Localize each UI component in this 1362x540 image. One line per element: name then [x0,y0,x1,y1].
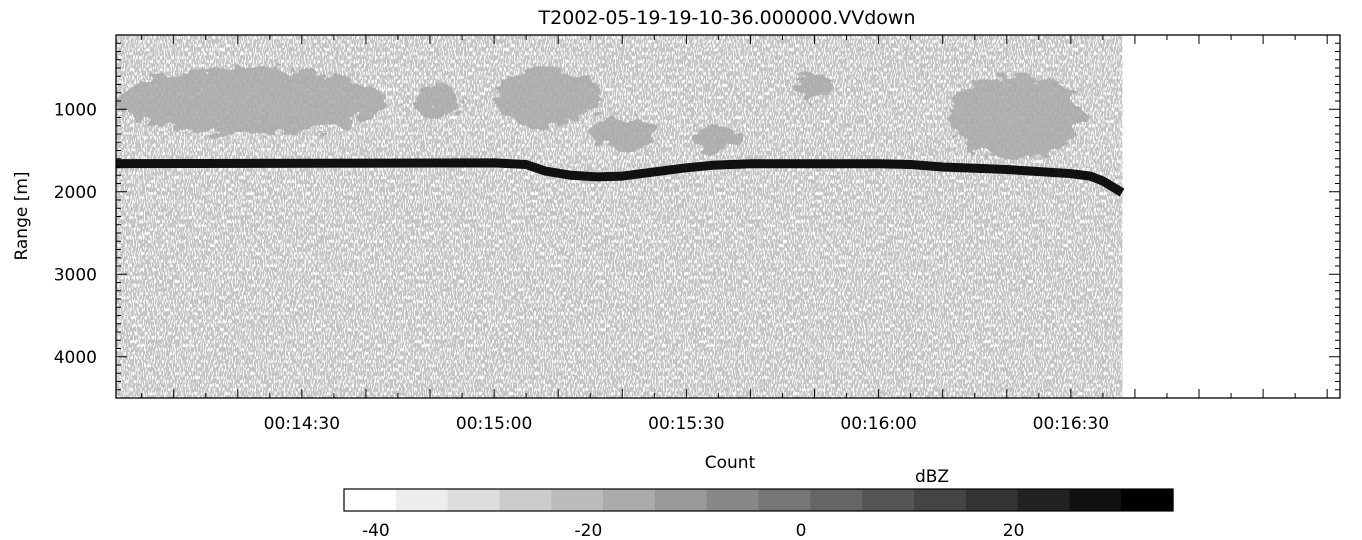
x-tick-label: 00:14:30 [264,414,340,434]
y-tick-label: 1000 [54,100,97,120]
colorbar-tick-label: 0 [796,521,807,540]
colorbar-cell [1121,489,1174,511]
x-tick-labels: 00:14:30 00:15:00 00:15:30 00:16:00 00:16:30 [264,414,1109,434]
colorbar-cell [810,489,863,511]
colorbar-cell [551,489,604,511]
cloud-echo-0 [116,68,386,134]
x-tick-label: 00:16:30 [1033,414,1109,434]
colorbar-cell [1017,489,1070,511]
colorbar-cell [603,489,656,511]
colorbar-cell [706,489,760,511]
colorbar-cell [344,489,397,511]
cloud-echo-3 [590,117,655,151]
x-tick-label: 00:16:00 [840,414,916,434]
colorbar-cell [1069,489,1122,511]
cloud-echo-6 [949,76,1084,159]
colorbar-tick-labels: -40 -20 0 20 [362,521,1024,540]
cloud-echo-5 [788,76,834,97]
x-axis-label: Count [705,453,756,473]
chart-title: T2002-05-19-19-10-36.000000.VVdown [538,7,916,29]
y-tick-label: 4000 [54,348,97,368]
colorbar: dBZ -40 -20 0 20 [343,467,1174,540]
colorbar-cell [499,489,552,511]
colorbar-cell [965,489,1019,511]
x-tick-label: 00:15:00 [456,414,532,434]
colorbar-cell [862,489,915,511]
y-tick-label: 2000 [54,183,97,203]
axis-ticks [116,34,1340,399]
colorbar-cell [758,489,811,511]
colorbar-cells [344,489,1174,511]
colorbar-tick-label: -20 [575,521,603,540]
plot-area [116,35,1125,398]
colorbar-cell [913,489,967,511]
y-axis-label: Range [m] [12,171,32,260]
y-tick-label: 3000 [54,265,97,285]
cloud-echoes [116,68,1084,159]
colorbar-label: dBZ [915,467,949,487]
cloud-echo-4 [692,125,738,151]
colorbar-cell [654,489,708,511]
colorbar-cell [395,489,449,511]
colorbar-cell [447,489,501,511]
y-tick-labels: 1000 2000 3000 4000 [54,100,97,368]
x-tick-label: 00:15:30 [648,414,724,434]
colorbar-tick-label: 20 [1003,521,1025,540]
cloud-echo-1 [417,84,463,118]
colorbar-tick-label: -40 [362,521,390,540]
ground-return-line [116,158,1125,197]
cloud-echo-2 [494,68,604,126]
colorbar-frame [343,488,1174,512]
